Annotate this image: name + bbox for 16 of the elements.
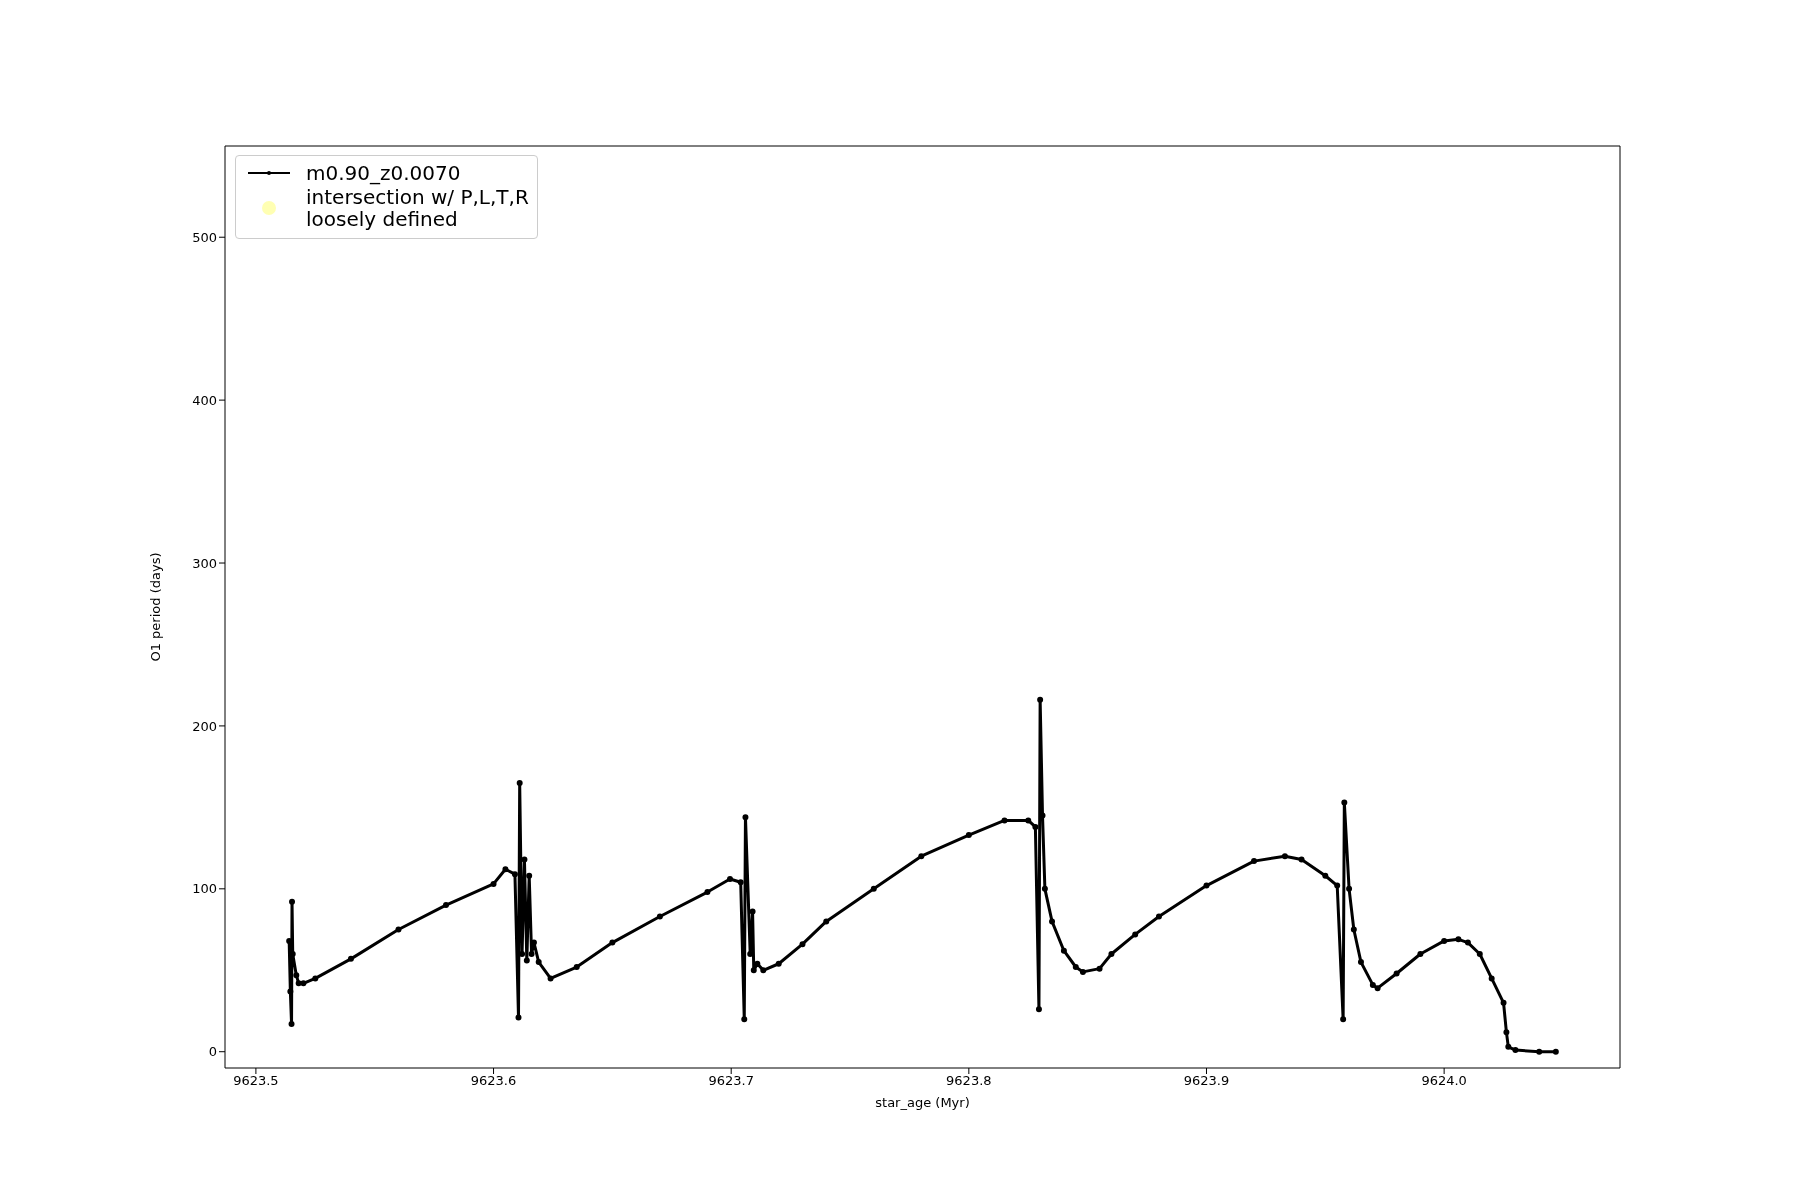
x-tick-label: 9624.0 [1421, 1073, 1467, 1089]
y-tick-label: 300 [192, 555, 217, 571]
y-axis-title: O1 period (days) [147, 552, 163, 662]
x-tick-label: 9623.5 [233, 1073, 279, 1089]
y-tick-label: 0 [208, 1044, 217, 1060]
x-tick-label: 9623.8 [946, 1073, 992, 1089]
y-tick-label: 100 [192, 881, 217, 897]
y-tick-label: 200 [192, 718, 217, 734]
legend-label: m0.90_z0.0070 [306, 161, 461, 185]
y-tick-label: 400 [192, 392, 217, 408]
y-tick-label: 500 [192, 229, 217, 245]
legend-label: intersection w/ P,L,T,R loosely defined [306, 185, 529, 231]
x-tick-label: 9623.9 [1183, 1073, 1230, 1089]
x-tick-label: 9623.6 [470, 1073, 517, 1089]
x-axis-title: star_age (Myr) [875, 1095, 970, 1111]
x-tick-label: 9623.7 [708, 1073, 754, 1089]
